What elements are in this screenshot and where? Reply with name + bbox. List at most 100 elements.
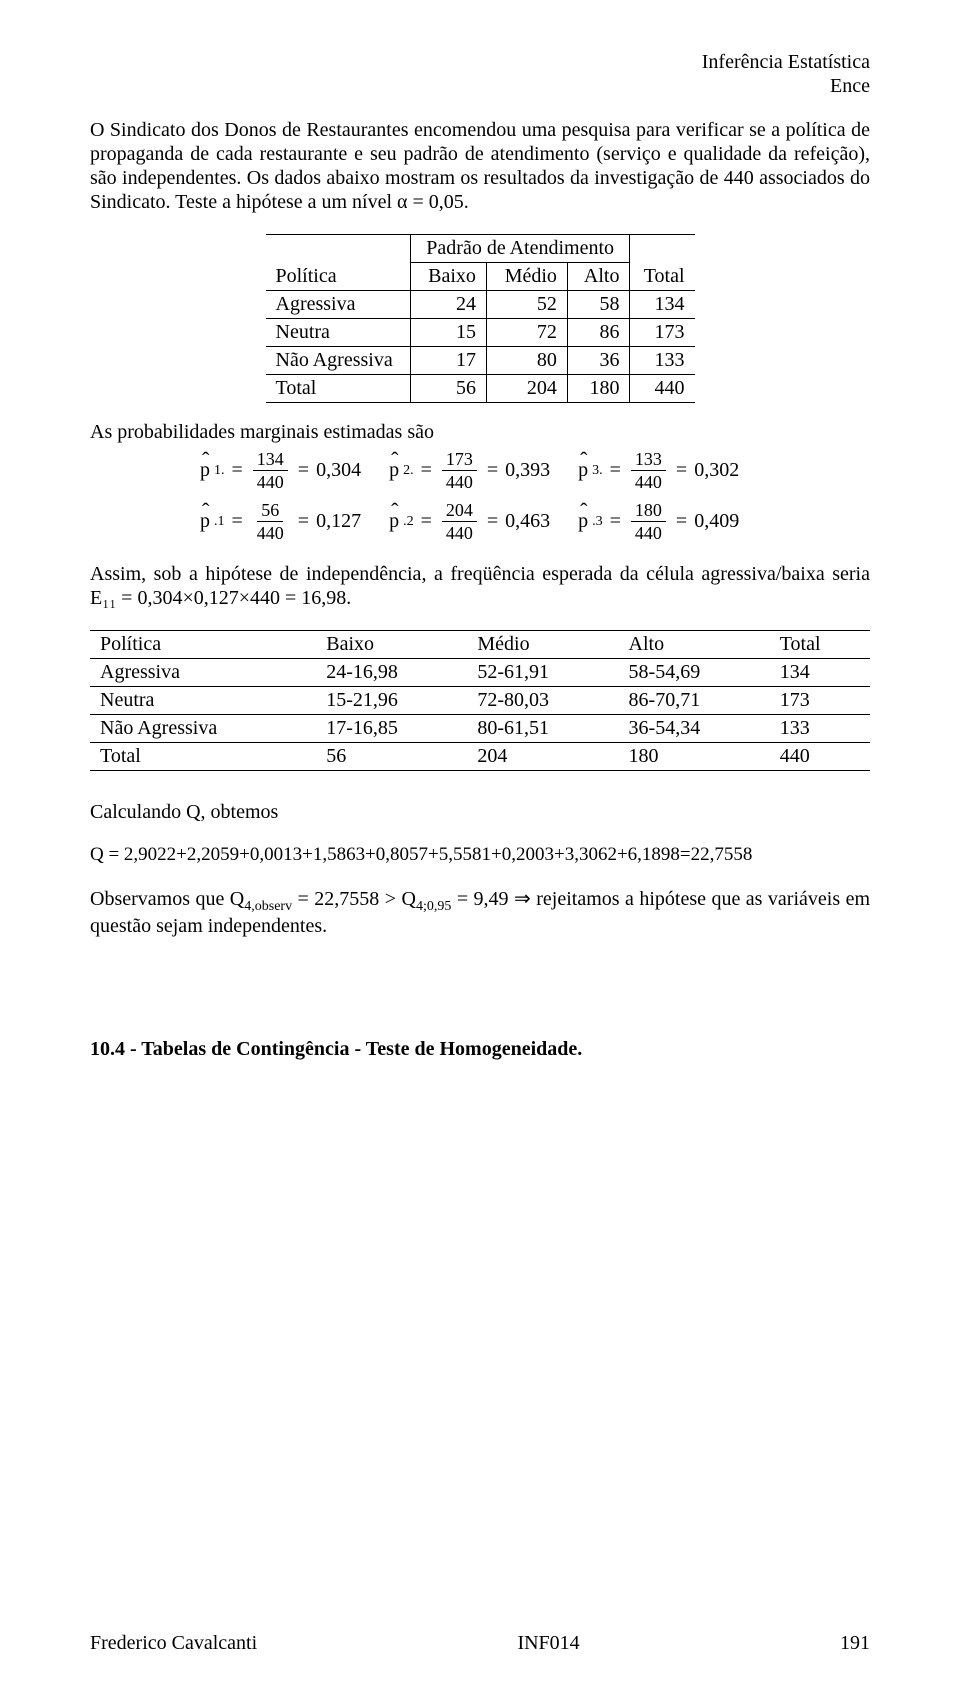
assim-math: E₁₁ = 0,304×0,127×440 = 16,98	[90, 587, 346, 609]
p3-num: 133	[631, 450, 666, 471]
t2-r3c4: 440	[770, 743, 870, 771]
pd2-num: 204	[442, 501, 477, 522]
p2-sub: 2.	[403, 463, 414, 479]
t1-r1c0: Neutra	[266, 319, 411, 347]
t2-r0c4: 134	[770, 659, 870, 687]
t1-r2c3: 36	[567, 347, 630, 375]
p1-num: 134	[253, 450, 288, 471]
pd3-num: 180	[631, 501, 666, 522]
pd1-sub: .1	[214, 514, 225, 530]
t2-r3c2: 204	[467, 743, 618, 771]
p3-val: 0,302	[694, 459, 739, 482]
t2-col-2: Médio	[467, 631, 618, 659]
t2-r2c2: 80-61,51	[467, 715, 618, 743]
t2-r1c1: 15-21,96	[316, 687, 467, 715]
assim-pre: Assim, sob a hipótese de independência, …	[90, 563, 870, 585]
t2-col-3: Alto	[619, 631, 770, 659]
t2-r1c2: 72-80,03	[467, 687, 618, 715]
footer-right: 191	[840, 1632, 870, 1655]
conclusion-pre: Observamos que	[90, 888, 230, 910]
pd1-val: 0,127	[316, 510, 361, 533]
t2-col-1: Baixo	[316, 631, 467, 659]
t1-r0c3: 58	[567, 291, 630, 319]
p2-num: 173	[442, 450, 477, 471]
t2-r1c0: Neutra	[90, 687, 316, 715]
intro-paragraph: O Sindicato dos Donos de Restaurantes en…	[90, 118, 870, 214]
p3-sub: 3.	[592, 463, 603, 479]
pd1-num: 56	[257, 501, 283, 522]
t1-r2c2: 80	[486, 347, 567, 375]
p1-sub: 1.	[214, 463, 225, 479]
t1-r2c1: 17	[410, 347, 486, 375]
table-expected: Política Baixo Médio Alto Total Agressiv…	[90, 630, 870, 771]
pd2-sub: .2	[403, 514, 414, 530]
t1-r0c4: 134	[630, 291, 695, 319]
marginal-formulas: p1.=134440=0,304 p2.=173440=0,393 p3.=13…	[200, 450, 870, 542]
t1-r0c2: 52	[486, 291, 567, 319]
pd3-val: 0,409	[694, 510, 739, 533]
page-footer: Frederico Cavalcanti INF014 191	[90, 1632, 870, 1655]
q-expression: Q = 2,9022+2,2059+0,0013+1,5863+0,8057+5…	[90, 844, 870, 866]
assim-post: .	[346, 587, 351, 609]
pd2-val: 0,463	[505, 510, 550, 533]
t1-r3c2: 204	[486, 375, 567, 403]
t2-r0c1: 24-16,98	[316, 659, 467, 687]
header-line-1: Inferência Estatística	[702, 51, 870, 73]
t2-r2c3: 36-54,34	[619, 715, 770, 743]
t2-r3c3: 180	[619, 743, 770, 771]
calc-label: Calculando Q, obtemos	[90, 801, 870, 824]
t1-r1c2: 72	[486, 319, 567, 347]
pd3-den: 440	[631, 522, 666, 542]
t2-r2c4: 133	[770, 715, 870, 743]
p1-den: 440	[253, 471, 288, 491]
t1-col-0: Política	[266, 263, 411, 291]
conclusion-sub1: 4,observ	[244, 899, 292, 914]
t1-super-header: Padrão de Atendimento	[410, 235, 630, 263]
p3-den: 440	[631, 471, 666, 491]
t1-r0c0: Agressiva	[266, 291, 411, 319]
doc-header: Inferência Estatística Ence	[90, 50, 870, 98]
t1-r3c1: 56	[410, 375, 486, 403]
t2-r0c3: 58-54,69	[619, 659, 770, 687]
pd3-sub: .3	[592, 514, 603, 530]
conclusion-mid1: = 22,7558 >	[298, 888, 402, 910]
t2-col-0: Política	[90, 631, 316, 659]
t1-r1c3: 86	[567, 319, 630, 347]
t1-r1c1: 15	[410, 319, 486, 347]
t1-r2c0: Não Agressiva	[266, 347, 411, 375]
conclusion: Observamos que Q4,observ = 22,7558 > Q4;…	[90, 886, 870, 938]
t2-col-4: Total	[770, 631, 870, 659]
footer-center: INF014	[517, 1632, 579, 1655]
t2-r3c1: 56	[316, 743, 467, 771]
t1-col-1: Baixo	[410, 263, 486, 291]
t2-r2c0: Não Agressiva	[90, 715, 316, 743]
assim-paragraph: Assim, sob a hipótese de independência, …	[90, 562, 870, 610]
t2-r1c3: 86-70,71	[619, 687, 770, 715]
conclusion-q2: Q	[402, 888, 416, 910]
t1-col-4: Total	[630, 263, 695, 291]
pd2-den: 440	[442, 522, 477, 542]
t1-col-3: Alto	[567, 263, 630, 291]
t1-r0c1: 24	[410, 291, 486, 319]
marginals-label: As probabilidades marginais estimadas sã…	[90, 421, 870, 444]
p2-den: 440	[442, 471, 477, 491]
conclusion-q1: Q	[230, 888, 244, 910]
t1-r2c4: 133	[630, 347, 695, 375]
t2-r0c2: 52-61,91	[467, 659, 618, 687]
p1-val: 0,304	[316, 459, 361, 482]
conclusion-sub2: 4;0,95	[416, 899, 451, 914]
pd1-den: 440	[253, 522, 288, 542]
header-line-2: Ence	[830, 75, 870, 97]
t2-r3c0: Total	[90, 743, 316, 771]
section-heading: 10.4 - Tabelas de Contingência - Teste d…	[90, 1038, 870, 1061]
t2-r1c4: 173	[770, 687, 870, 715]
table-observed: Padrão de Atendimento Política Baixo Méd…	[266, 234, 695, 403]
t1-r3c3: 180	[567, 375, 630, 403]
t1-r1c4: 173	[630, 319, 695, 347]
t2-r0c0: Agressiva	[90, 659, 316, 687]
t1-col-2: Médio	[486, 263, 567, 291]
p2-val: 0,393	[505, 459, 550, 482]
t2-r2c1: 17-16,85	[316, 715, 467, 743]
footer-left: Frederico Cavalcanti	[90, 1632, 257, 1655]
t1-r3c0: Total	[266, 375, 411, 403]
